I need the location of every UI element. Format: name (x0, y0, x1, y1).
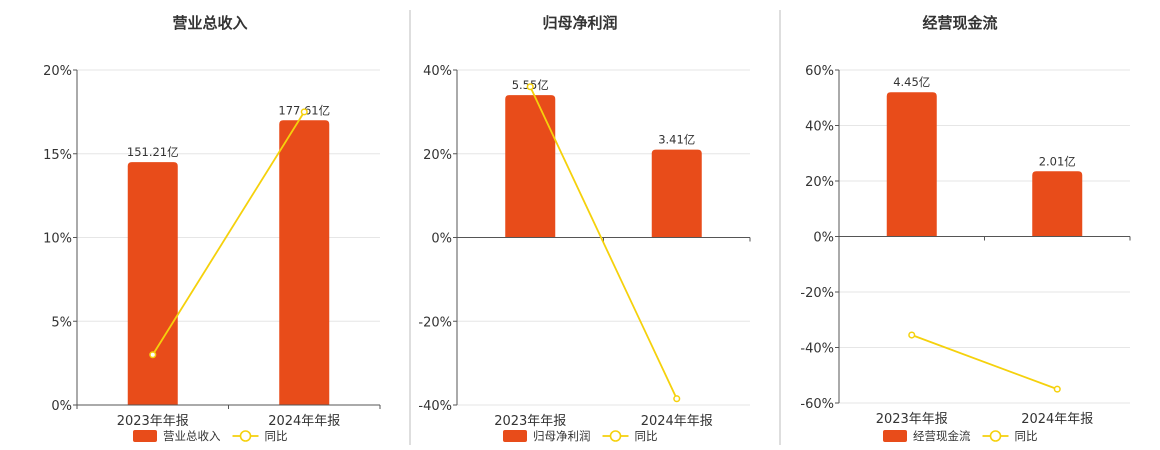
legend-bar-label: 营业总收入 (163, 429, 221, 443)
yoy-point-1 (908, 331, 916, 339)
y-tick-label: 0% (431, 232, 452, 247)
chart-title: 归母净利润 (542, 14, 617, 32)
legend-bar-swatch (503, 430, 527, 442)
legend-bar-swatch (883, 430, 907, 442)
y-tick-label: 40% (423, 64, 452, 79)
y-tick-label: -20% (800, 286, 834, 301)
y-tick-label: -40% (800, 342, 834, 357)
bar-1 (127, 162, 178, 405)
y-tick-label: 5% (51, 315, 72, 330)
y-tick-label: 0% (51, 399, 72, 414)
yoy-point-2 (1053, 385, 1061, 393)
legend-bar-label: 经营现金流 (913, 429, 971, 443)
x-category-label: 2024年年报 (1021, 412, 1093, 427)
y-tick-label: 20% (805, 175, 834, 190)
y-tick-label: 10% (43, 232, 72, 247)
yoy-point-2 (673, 395, 681, 403)
x-category-label: 2023年年报 (876, 412, 948, 427)
yoy-point-1 (526, 83, 534, 91)
chart-title: 经营现金流 (922, 14, 997, 32)
chart-panel-1: 营业总收入0%5%10%15%20%151.21亿177.61亿2023年年报2… (43, 14, 381, 443)
yoy-series-line (151, 111, 306, 356)
legend-bar-swatch (133, 430, 157, 442)
chart-title: 营业总收入 (172, 14, 247, 32)
y-tick-label: 40% (805, 120, 834, 135)
legend-line-marker (989, 430, 1002, 442)
y-tick-label: 20% (423, 148, 452, 163)
y-tick-label: 60% (805, 64, 834, 79)
bar-data-label: 3.41亿 (658, 133, 695, 147)
chart-panel-2: 归母净利润-40%-20%0%20%40%5.55亿3.41亿2023年年报20… (418, 14, 751, 443)
bar-1 (886, 92, 937, 237)
yoy-point-1 (149, 351, 157, 359)
y-tick-label: 0% (813, 231, 834, 246)
legend-bar-label: 归母净利润 (533, 429, 591, 443)
chart-panel-3: 经营现金流 -60% -40% -20% 0% 20% 40% 60% 4.45亿 2.01亿 20… (800, 14, 1131, 443)
y-tick-label: 15% (43, 148, 72, 163)
bar-2 (279, 120, 330, 405)
legend-line-label: 同比 (635, 429, 658, 443)
x-category-label: 2024年年报 (268, 414, 340, 429)
yoy-point-2 (300, 108, 308, 116)
bar-2 (651, 149, 702, 238)
bar-1 (505, 95, 556, 238)
yoy-series-line (529, 86, 678, 400)
y-tick-label: -60% (800, 397, 834, 412)
y-tick-label: 20% (43, 64, 72, 79)
legend-line-marker (239, 430, 252, 442)
bar-data-label: 4.45亿 (893, 75, 930, 89)
legend-line-label: 同比 (1015, 429, 1038, 443)
y-tick-label: -40% (418, 399, 452, 414)
y-tick-label: -20% (418, 315, 452, 330)
bar-2 (1032, 171, 1083, 237)
bar-data-label: 2.01亿 (1039, 154, 1076, 168)
x-category-label: 2023年年报 (494, 414, 566, 429)
yoy-series-line (911, 334, 1058, 390)
legend-line-label: 同比 (265, 429, 288, 443)
legend-line-marker (609, 430, 622, 442)
x-category-label: 2024年年报 (641, 414, 713, 429)
bar-data-label: 151.21亿 (127, 145, 179, 159)
x-category-label: 2023年年报 (117, 414, 189, 429)
